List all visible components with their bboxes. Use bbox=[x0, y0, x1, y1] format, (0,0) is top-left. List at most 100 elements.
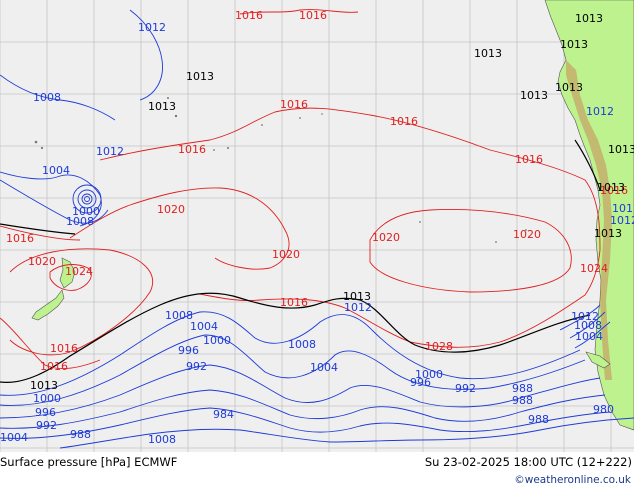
new-zealand-south bbox=[31, 289, 65, 321]
isobar-label-red: 1024 bbox=[580, 262, 608, 275]
isobar-label-blue: 1008 bbox=[288, 338, 316, 351]
isobar-label-blue: 1008 bbox=[148, 433, 176, 446]
isobar-988-south bbox=[59, 417, 634, 449]
isobar-label-black: 1013 bbox=[343, 290, 371, 303]
isobar-label-blue: 1008 bbox=[574, 319, 602, 332]
isobar-label-blue: 1000 bbox=[33, 392, 61, 405]
isobar-label-red: 1020 bbox=[28, 255, 56, 268]
isobar-label-black: 1013 bbox=[148, 100, 176, 113]
isobar-1016-north bbox=[239, 9, 359, 15]
isobar-1008-south bbox=[0, 311, 581, 396]
andes-relief bbox=[566, 60, 612, 380]
isobar-1013-lines bbox=[0, 139, 601, 383]
isobar-label-red: 1016 bbox=[390, 115, 418, 128]
isobar-label-blue: 1000 bbox=[415, 368, 443, 381]
isobar-1016-west bbox=[0, 225, 81, 241]
isobar-label-blue: 1004 bbox=[310, 361, 338, 374]
isobar-996-south bbox=[0, 389, 606, 429]
isobar-label-red: 1020 bbox=[272, 248, 300, 261]
low-center-ring-2 bbox=[77, 189, 97, 209]
isobar-label-red: 1028 bbox=[425, 340, 453, 353]
isobar-label-black: 1013 bbox=[560, 38, 588, 51]
low-center-ring-3 bbox=[81, 193, 93, 205]
isobar-1000-south bbox=[0, 364, 601, 419]
isobar-1008-chile bbox=[569, 311, 606, 339]
isobar-label-blue: 992 bbox=[455, 382, 476, 395]
isobar-label-blue: 1000 bbox=[203, 334, 231, 347]
lat-lon-grid bbox=[0, 0, 634, 452]
isobar-1016-main bbox=[99, 107, 601, 348]
isobar-label-blue: 996 bbox=[35, 406, 56, 419]
isobar-label-blue: 1000 bbox=[72, 205, 100, 218]
isobar-label-blue: 1012 bbox=[96, 145, 124, 158]
isobar-label-red: 1016 bbox=[6, 232, 34, 245]
isobar-label-blue: 996 bbox=[410, 376, 431, 389]
isobar-label-black: 1013 bbox=[597, 181, 625, 194]
isobar-label-red: 1016 bbox=[178, 143, 206, 156]
isobar-label-red: 1016 bbox=[40, 360, 68, 373]
isobar-value-labels: 1016 1016 1016 1016 1016 1016 1016 1020 1020 1020… bbox=[0, 9, 634, 446]
isobar-label-red: 1016 bbox=[235, 9, 263, 22]
isobar-label-red: 1020 bbox=[157, 203, 185, 216]
isobar-1004-chile bbox=[574, 321, 611, 349]
tierra-del-fuego bbox=[585, 351, 611, 369]
isobar-1004-nw bbox=[0, 171, 102, 227]
isobar-1020-east bbox=[369, 209, 572, 293]
isobar-992-south bbox=[0, 407, 611, 439]
isobar-label-blue: 988 bbox=[512, 382, 533, 395]
isobar-label-blue: 1004 bbox=[190, 320, 218, 333]
isobar-1000-nw bbox=[0, 179, 109, 224]
isobar-label-red: 1016 bbox=[50, 342, 78, 355]
isobar-label-black: 1013 bbox=[608, 143, 634, 156]
isobar-label-red: 1024 bbox=[65, 265, 93, 278]
isobar-1024 bbox=[9, 248, 153, 356]
credit-link[interactable]: ©weatheronline.co.uk bbox=[514, 474, 631, 486]
isobar-label-blue: 1008 bbox=[66, 215, 94, 228]
isobar-label-black: 1013 bbox=[30, 379, 58, 392]
low-center-ring-4 bbox=[84, 196, 90, 202]
isobar-1013-west bbox=[0, 223, 76, 235]
isobar-label-blue: 988 bbox=[528, 413, 549, 426]
isobar-label-blue: 1012 bbox=[344, 301, 372, 314]
land-masses bbox=[31, 0, 634, 431]
isobar-label-blue: 1004 bbox=[575, 330, 603, 343]
isobar-1012-chile bbox=[559, 304, 601, 331]
valid-time: Su 23-02-2025 18:00 UTC (12+222) bbox=[424, 455, 632, 469]
isobar-label-blue: 1012 bbox=[571, 310, 599, 323]
isobar-label-blue: 1008 bbox=[165, 309, 193, 322]
isobar-label-black: 1013 bbox=[555, 81, 583, 94]
isobar-label-red: 1016 bbox=[515, 153, 543, 166]
isobar-label-blue: 988 bbox=[70, 428, 91, 441]
isobar-label-black: 1013 bbox=[186, 70, 214, 83]
isobar-1004-south bbox=[0, 334, 586, 406]
isobar-label-red: 1016 bbox=[299, 9, 327, 22]
low-pressure-isobars bbox=[0, 9, 634, 449]
low-center-ring-1 bbox=[72, 184, 102, 214]
isobar-label-blue: 988 bbox=[512, 394, 533, 407]
isobar-label-blue: 1012 bbox=[586, 105, 614, 118]
isobar-label-red: 1020 bbox=[513, 228, 541, 241]
isobar-label-blue: 1012 bbox=[138, 21, 166, 34]
isobar-label-black: 1013 bbox=[474, 47, 502, 60]
isobar-label-blue: 992 bbox=[186, 360, 207, 373]
product-title: Surface pressure [hPa] ECMWF bbox=[0, 455, 178, 469]
isobar-label-blue: 1012 bbox=[610, 214, 634, 227]
isobar-label-blue: 996 bbox=[178, 344, 199, 357]
isobar-label-red: 1016 bbox=[280, 296, 308, 309]
isobar-1020-south bbox=[0, 317, 101, 370]
high-pressure-isobars bbox=[0, 9, 601, 370]
isobar-label-red: 1016 bbox=[600, 184, 628, 197]
isobar-1013-main bbox=[0, 292, 591, 383]
isobar-label-blue: 992 bbox=[36, 419, 57, 432]
south-america-coast bbox=[544, 0, 634, 431]
isobar-label-black: 1013 bbox=[520, 89, 548, 102]
isobar-label-blue: 980 bbox=[593, 403, 614, 416]
isobar-1020-north bbox=[69, 187, 290, 270]
pacific-islands bbox=[34, 97, 527, 243]
isobar-label-black: 1013 bbox=[594, 227, 622, 240]
isobar-label-black: 1013 bbox=[575, 12, 603, 25]
isobar-label-blue: 984 bbox=[213, 408, 234, 421]
isobar-label-blue: 1004 bbox=[0, 431, 28, 444]
